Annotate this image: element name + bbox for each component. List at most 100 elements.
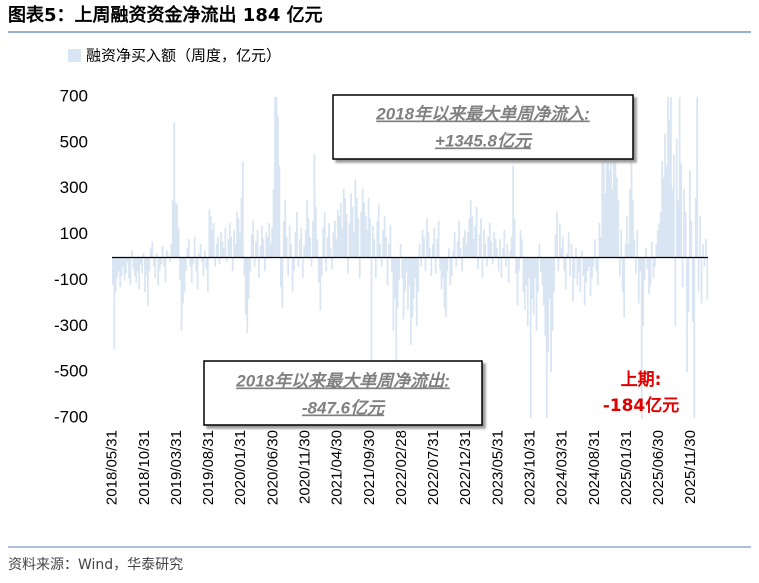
- bar: [358, 257, 361, 279]
- bar: [561, 236, 564, 258]
- bar: [634, 257, 637, 274]
- bar: [637, 257, 640, 304]
- x-tick-label: 2022/12/31: [457, 430, 474, 505]
- bar: [293, 257, 295, 272]
- bar: [290, 243, 292, 258]
- bar: [617, 200, 620, 258]
- bar: [639, 257, 642, 272]
- bar: [278, 165, 281, 258]
- bar: [395, 257, 398, 368]
- bar: [557, 257, 560, 272]
- bar: [540, 257, 542, 272]
- bar: [391, 257, 393, 272]
- bar: [449, 257, 452, 286]
- bar: [575, 248, 577, 258]
- bar: [209, 216, 212, 258]
- bar: [218, 257, 221, 265]
- bar: [141, 257, 143, 274]
- x-tick-label: 2023/10/31: [521, 430, 538, 505]
- bar: [656, 229, 659, 258]
- bar: [112, 257, 114, 286]
- bar: [147, 257, 149, 306]
- bar: [589, 257, 592, 297]
- bar: [342, 188, 345, 258]
- bar: [506, 243, 509, 258]
- bar: [252, 220, 254, 258]
- bar: [684, 211, 687, 258]
- bar: [572, 257, 574, 302]
- bar: [595, 257, 598, 272]
- bar: [220, 232, 222, 258]
- bar: [534, 257, 536, 279]
- bar: [344, 197, 347, 258]
- bar: [648, 257, 650, 295]
- bar: [671, 188, 674, 258]
- bar: [198, 252, 200, 258]
- x-tick-label: 2019/03/31: [168, 430, 185, 505]
- bar: [414, 257, 417, 279]
- bar: [142, 252, 145, 258]
- bar: [212, 223, 215, 258]
- bar: [411, 257, 414, 318]
- bar: [582, 257, 585, 276]
- bar: [334, 220, 336, 258]
- bar: [563, 257, 566, 272]
- bar: [474, 225, 477, 258]
- bar: [223, 248, 225, 258]
- bar: [490, 241, 493, 258]
- bar: [364, 216, 367, 258]
- bar: [667, 97, 669, 258]
- bar: [674, 257, 677, 327]
- bar: [126, 257, 129, 263]
- bar: [193, 236, 196, 258]
- bar: [522, 257, 525, 292]
- x-tick-label: 2019/08/31: [200, 430, 217, 505]
- bar: [569, 257, 571, 276]
- bar: [577, 257, 580, 272]
- y-tick-label: -700: [54, 407, 88, 426]
- bar: [250, 234, 253, 258]
- bar: [122, 257, 124, 267]
- bar: [338, 216, 341, 258]
- x-tick-label: 2024/08/31: [586, 430, 603, 505]
- bar: [703, 257, 706, 267]
- bar: [649, 257, 652, 286]
- bar: [504, 257, 507, 267]
- bar: [442, 257, 444, 279]
- bar: [440, 257, 443, 290]
- bar: [461, 257, 463, 272]
- bar: [627, 243, 630, 258]
- bar: [116, 257, 119, 279]
- bar: [179, 257, 181, 281]
- bar: [670, 97, 672, 258]
- bar: [532, 257, 535, 315]
- bar: [516, 257, 519, 306]
- bar: [452, 250, 455, 258]
- bar: [430, 257, 433, 276]
- bar: [503, 229, 506, 258]
- bar: [462, 236, 465, 258]
- bar: [521, 239, 523, 258]
- bar: [123, 257, 126, 281]
- bar: [408, 257, 411, 286]
- bar: [487, 236, 490, 258]
- bar: [139, 257, 142, 265]
- bar: [170, 243, 173, 258]
- bar: [345, 213, 348, 258]
- bar: [313, 154, 316, 258]
- bar: [279, 257, 282, 288]
- bar: [185, 257, 187, 272]
- bar: [208, 209, 211, 258]
- bar: [428, 248, 431, 258]
- bar: [687, 257, 690, 313]
- bar: [328, 223, 330, 258]
- bar: [199, 243, 202, 258]
- bar: [513, 218, 516, 258]
- bar: [233, 229, 236, 258]
- x-tick-label: 2021/09/30: [361, 430, 378, 505]
- bar: [496, 248, 498, 258]
- bar: [386, 257, 389, 286]
- bar: [579, 257, 582, 292]
- bar: [450, 257, 453, 276]
- bar: [594, 239, 596, 258]
